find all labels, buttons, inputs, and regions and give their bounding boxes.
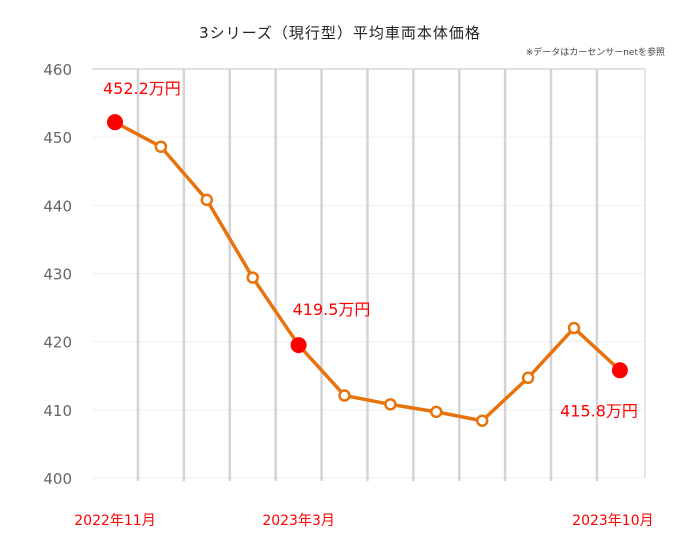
x-tick-label: 2023年3月 <box>262 513 335 529</box>
chart-title: 3シリーズ（現行型）平均車両本体価格 <box>199 24 481 42</box>
data-point <box>384 398 397 411</box>
data-point <box>200 193 214 207</box>
data-point <box>521 371 535 385</box>
y-tick-label: 420 <box>43 334 72 352</box>
data-point <box>338 389 351 402</box>
source-note: ※データはカーセンサーnetを参照 <box>526 46 665 58</box>
data-point-highlight <box>611 362 628 379</box>
data-point <box>246 271 259 284</box>
data-point-highlight <box>290 337 307 354</box>
y-tick-label: 400 <box>43 470 72 488</box>
data-point <box>154 140 168 153</box>
x-tick-label: 2022年11月 <box>74 513 155 529</box>
y-tick-label: 430 <box>43 266 72 284</box>
data-point <box>430 405 443 419</box>
data-point <box>567 321 581 335</box>
data-point-highlight <box>107 114 123 131</box>
y-tick-label: 410 <box>43 402 72 420</box>
y-tick-label: 450 <box>43 129 72 147</box>
data-point <box>475 414 489 427</box>
series-line <box>114 120 622 423</box>
x-tick-label: 2023年10月 <box>572 513 653 529</box>
y-tick-label: 440 <box>43 197 72 215</box>
data-label: 415.8万円 <box>560 401 638 420</box>
y-tick-label: 460 <box>43 61 72 79</box>
data-label: 419.5万円 <box>293 300 371 319</box>
data-label: 452.2万円 <box>103 79 181 98</box>
